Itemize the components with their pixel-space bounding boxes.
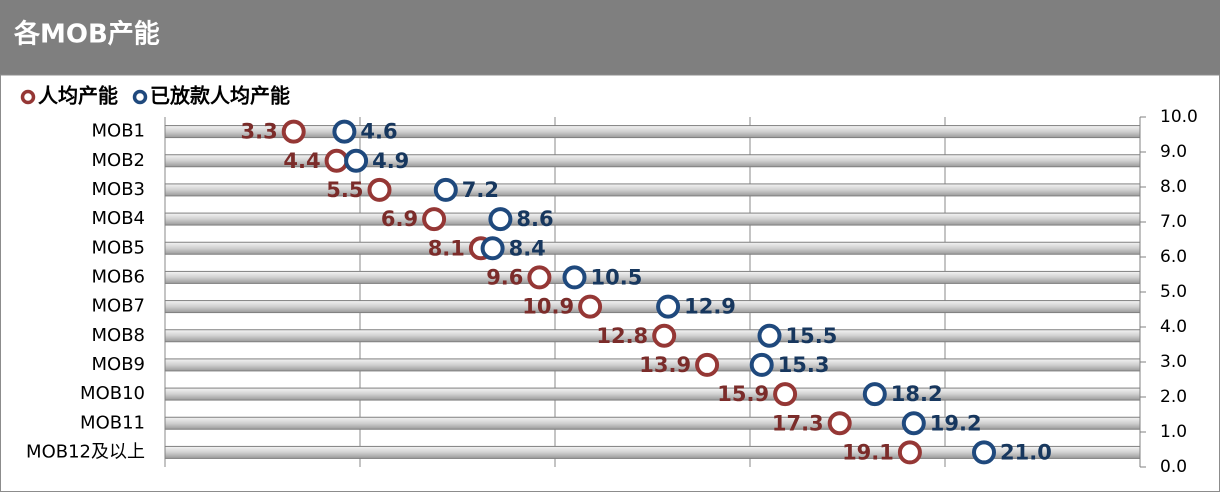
data-label: 4.6: [360, 120, 397, 144]
data-label: 12.9: [684, 295, 736, 319]
track: [164, 183, 1141, 197]
y-tick-label: MOB2: [92, 150, 146, 171]
y-tick-label: MOB8: [92, 325, 146, 346]
y2-tick-label: 5.0: [1160, 282, 1187, 302]
y-tick-label: MOB9: [92, 354, 146, 375]
y-tick-label: MOB1: [92, 121, 146, 142]
dot: [652, 323, 677, 348]
y-tick-label: MOB6: [92, 266, 146, 287]
data-label: 8.6: [516, 207, 553, 231]
dot: [862, 382, 887, 407]
dot: [527, 265, 552, 290]
dot: [344, 148, 369, 173]
data-label: 4.4: [283, 149, 320, 173]
dot: [827, 411, 852, 436]
title-bar: [0, 0, 1220, 75]
legend-marker: [20, 89, 36, 105]
dot: [749, 352, 774, 377]
dot: [480, 236, 505, 261]
data-label: 9.6: [486, 265, 523, 289]
dot: [757, 323, 782, 348]
data-label: 4.9: [372, 149, 409, 173]
data-label: 3.3: [240, 120, 277, 144]
track: [164, 125, 1141, 139]
track: [164, 416, 1141, 430]
track: [164, 270, 1141, 284]
dot: [578, 294, 603, 319]
dot: [422, 207, 447, 232]
dot: [332, 119, 357, 144]
y-tick-label: MOB5: [92, 237, 146, 258]
dot: [901, 411, 926, 436]
dot: [488, 207, 513, 232]
y-tick-label: MOB11: [80, 412, 145, 433]
y-tick-label: MOB7: [92, 296, 146, 317]
track: [164, 300, 1141, 314]
chart-title: 各MOB产能: [13, 19, 160, 50]
data-label: 10.9: [522, 295, 574, 319]
dot: [367, 177, 392, 202]
legend-label: 已放款人均产能: [150, 84, 290, 108]
data-label: 17.3: [772, 411, 824, 435]
y2-tick-label: 7.0: [1160, 212, 1187, 232]
legend-label: 人均产能: [38, 84, 118, 108]
y2-tick-label: 8.0: [1160, 177, 1187, 197]
y2-tick-label: 2.0: [1160, 387, 1187, 407]
data-label: 10.5: [591, 265, 643, 289]
dot: [972, 440, 996, 465]
y2-tick-label: 3.0: [1160, 352, 1187, 372]
data-label: 8.1: [428, 236, 465, 260]
y2-tick-label: 10.0: [1160, 107, 1198, 127]
dot: [656, 294, 681, 319]
y2-tick-label: 0.0: [1160, 457, 1187, 477]
y-tick-label: MOB4: [92, 208, 146, 229]
dot: [281, 119, 306, 144]
data-label: 13.9: [639, 353, 691, 377]
data-label: 15.5: [786, 324, 838, 348]
dot: [562, 265, 587, 290]
dot: [695, 352, 720, 377]
data-label: 15.9: [717, 382, 769, 406]
dot: [897, 440, 922, 465]
legend-marker: [132, 89, 148, 105]
data-label: 8.4: [509, 236, 546, 260]
track: [164, 387, 1141, 401]
data-label: 7.2: [462, 178, 499, 202]
data-label: 15.3: [778, 353, 830, 377]
y2-tick-label: 4.0: [1160, 317, 1187, 337]
dot: [324, 148, 349, 173]
data-label: 12.8: [596, 324, 648, 348]
dot: [773, 382, 798, 407]
data-label: 5.5: [326, 178, 363, 202]
y2-tick-label: 6.0: [1160, 247, 1187, 267]
track: [164, 241, 1141, 255]
y-tick-label: MOB3: [92, 179, 146, 200]
track: [164, 212, 1141, 226]
y-tick-label: MOB10: [80, 383, 145, 404]
y2-tick-label: 1.0: [1160, 422, 1187, 442]
y-tick-label: MOB12及以上: [26, 441, 145, 462]
dot: [433, 177, 458, 202]
data-label: 6.9: [381, 207, 418, 231]
data-label: 19.1: [842, 440, 894, 464]
y2-tick-label: 9.0: [1160, 142, 1187, 162]
data-label: 21.0: [1000, 440, 1052, 464]
data-label: 18.2: [891, 382, 943, 406]
data-label: 19.2: [930, 411, 982, 435]
